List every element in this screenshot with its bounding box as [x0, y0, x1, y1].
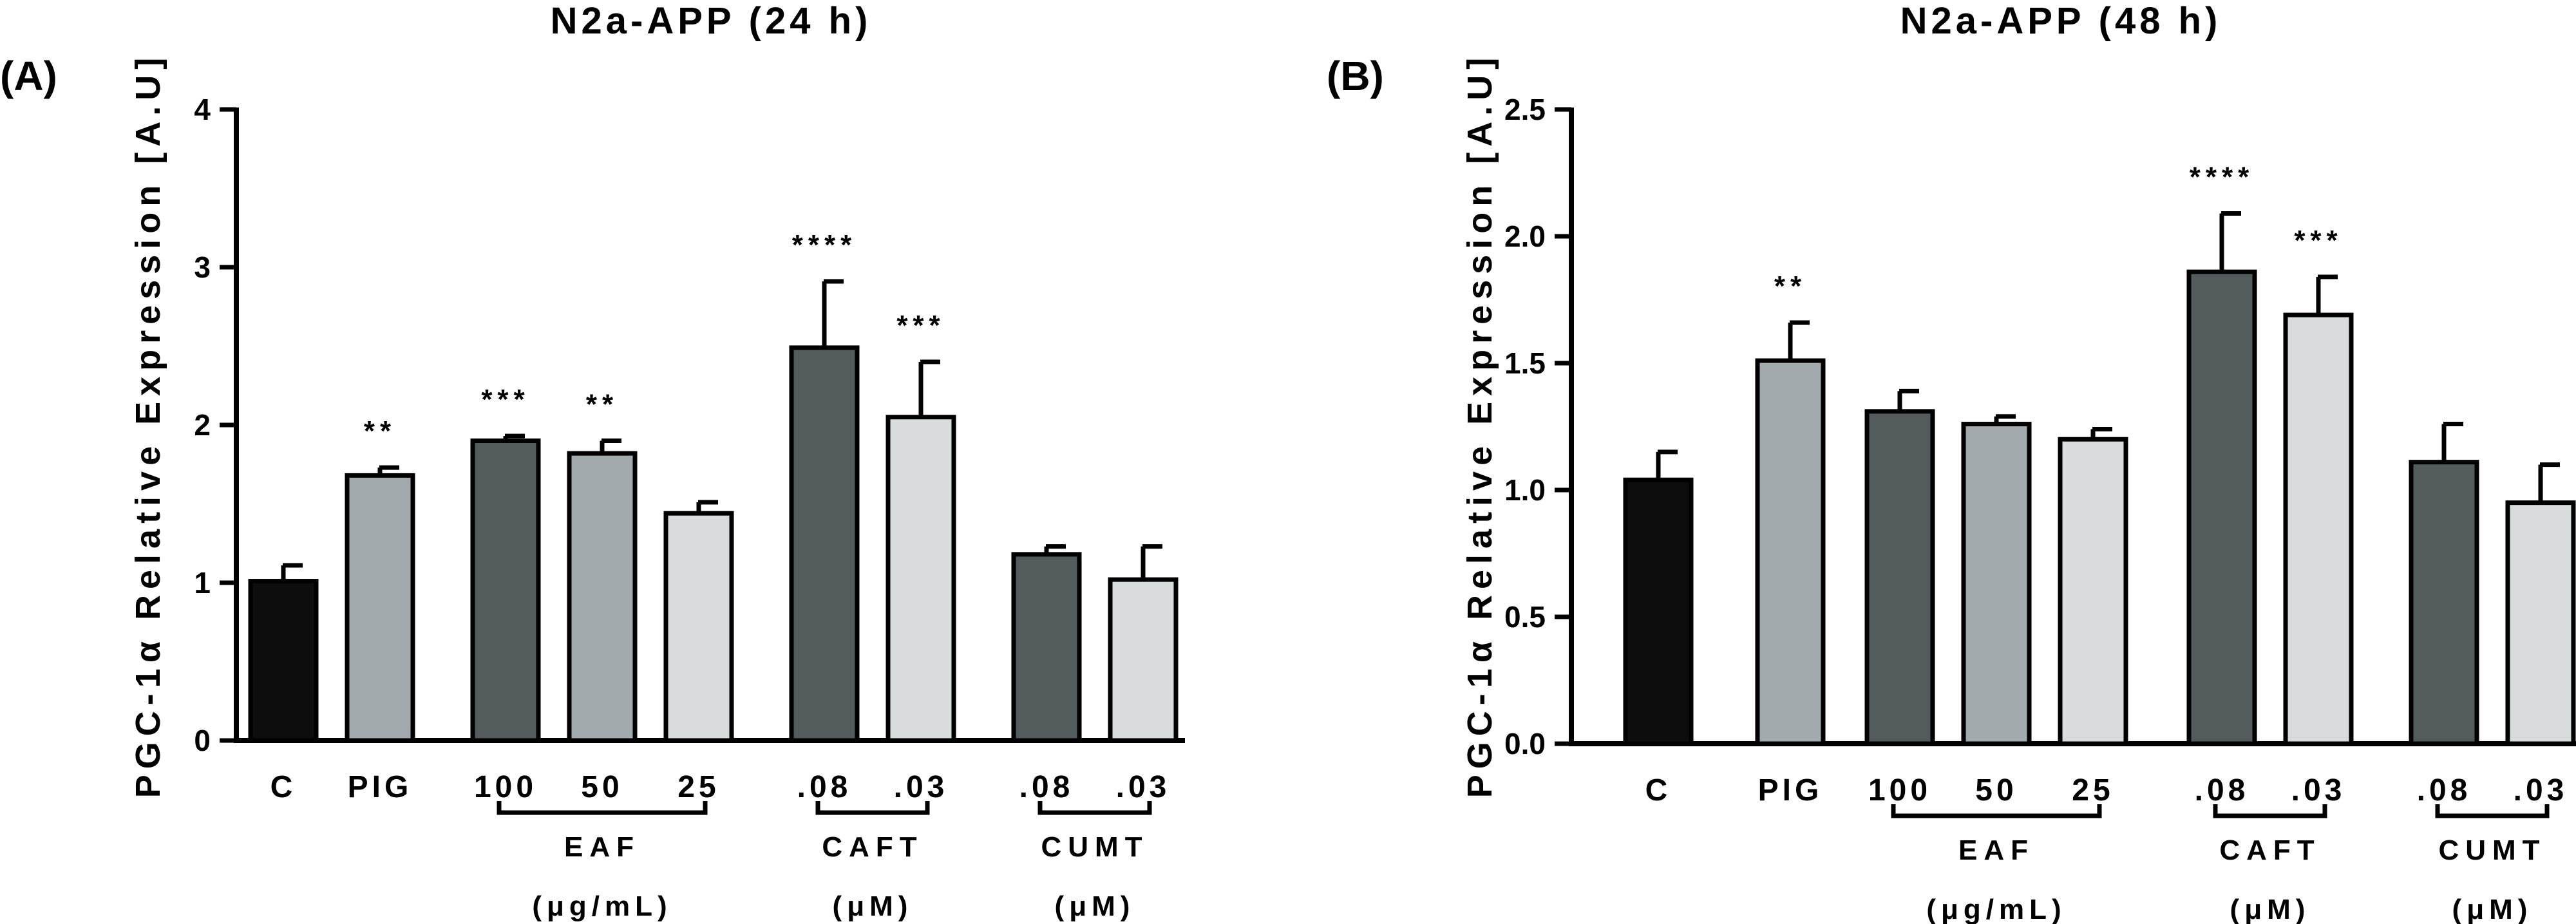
y-axis-label: PGC-1α Relative Expression [A.U] — [1461, 52, 1499, 798]
y-tick-label: 2.5 — [1504, 93, 1546, 126]
significance-label: *** — [481, 384, 529, 415]
group-unit-label: (μg/mL) — [532, 891, 672, 922]
bar — [1755, 358, 1826, 746]
y-tick-label: 2 — [194, 408, 211, 442]
y-axis-label: PGC-1α Relative Expression [A.U] — [129, 52, 167, 798]
bar — [248, 579, 319, 743]
group-unit-label: (μM) — [2452, 894, 2533, 924]
panel-letter: (B) — [1327, 53, 1384, 99]
y-tick-label: 0 — [194, 724, 211, 757]
chart-title: N2a-APP (48 h) — [1900, 0, 2222, 42]
x-tick-label: .08 — [2417, 773, 2472, 807]
group-bracket — [1037, 801, 1152, 815]
group-label: CAFT — [2219, 834, 2320, 866]
y-tick-label: 0.5 — [1504, 600, 1546, 634]
significance-label: ** — [1774, 270, 1806, 302]
group-bracket — [815, 801, 930, 815]
bar — [2283, 312, 2354, 746]
group-label: EAF — [564, 831, 640, 863]
x-tick-label: C — [270, 770, 297, 804]
x-tick-label: PIG — [1758, 773, 1823, 807]
group-bracket — [2213, 804, 2327, 818]
x-tick-label: .03 — [894, 770, 949, 804]
significance-label: **** — [792, 229, 857, 261]
x-tick-label: 25 — [2072, 773, 2114, 807]
plot-area: 0 1 2 3 4 C ** PIG *** 100 ** 50 25 **** .08 *** .03 .08.… — [194, 93, 1185, 922]
group-label: CAFT — [822, 831, 923, 863]
y-tick-label: 0.0 — [1504, 727, 1546, 760]
bar — [345, 473, 415, 743]
group-bracket — [1891, 804, 2102, 818]
bar — [567, 451, 638, 743]
bar — [886, 415, 956, 743]
chart-title: N2a-APP (24 h) — [551, 0, 872, 42]
x-tick-label: .03 — [1116, 770, 1171, 804]
bar — [2505, 500, 2576, 746]
group-label: CUMT — [1041, 831, 1148, 863]
bar — [1108, 577, 1179, 743]
x-tick-label: .03 — [2291, 773, 2346, 807]
x-tick-label: .08 — [1019, 770, 1074, 804]
significance-label: ** — [586, 389, 618, 420]
group-unit-label: (μM) — [2230, 894, 2311, 924]
x-tick-label: PIG — [348, 770, 413, 804]
x-tick-label: 50 — [1975, 773, 2017, 807]
bar — [663, 511, 734, 743]
group-unit-label: (μM) — [833, 891, 913, 922]
bar — [789, 345, 860, 743]
y-tick-label: 3 — [194, 250, 211, 284]
x-tick-label: .03 — [2514, 773, 2568, 807]
group-bracket — [2435, 804, 2550, 818]
panel-letter: (A) — [0, 53, 57, 99]
significance-label: *** — [896, 310, 945, 341]
significance-label: *** — [2294, 225, 2342, 256]
group-label: EAF — [1958, 834, 2034, 866]
y-tick-label: 2.0 — [1504, 220, 1546, 253]
panel-b: (B) N2a-APP (48 h) PGC-1α Relative Expre… — [1327, 0, 2576, 924]
bar — [2186, 269, 2257, 746]
y-tick-label: 4 — [194, 93, 211, 126]
x-tick-label: 50 — [581, 770, 623, 804]
x-tick-label: .08 — [797, 770, 852, 804]
group-bracket — [497, 801, 708, 815]
y-tick-label: 1.5 — [1504, 346, 1546, 380]
y-tick-label: 1.0 — [1504, 473, 1546, 507]
bar — [1623, 477, 1694, 746]
panel-a: (A) N2a-APP (24 h) PGC-1α Relative Expre… — [0, 0, 1185, 922]
y-tick-label: 1 — [194, 566, 211, 599]
x-tick-label: C — [1645, 773, 1672, 807]
group-label: CUMT — [2438, 834, 2546, 866]
significance-label: ** — [364, 415, 396, 447]
group-unit-label: (μM) — [1055, 891, 1135, 922]
bar — [1961, 422, 2032, 746]
group-unit-label: (μg/mL) — [1926, 894, 2066, 924]
x-tick-label: .08 — [2195, 773, 2249, 807]
bar — [470, 438, 541, 743]
x-tick-label: 25 — [677, 770, 719, 804]
x-tick-label: 100 — [1868, 773, 1931, 807]
bar — [1864, 409, 1935, 746]
bar — [2409, 460, 2479, 746]
x-tick-label: 100 — [474, 770, 537, 804]
bar — [2058, 437, 2128, 746]
bar — [1011, 552, 1082, 743]
plot-area: 0.0 0.5 1.0 1.5 2.0 2.5 C ** PIG 100 50 25 **** .08 **… — [1504, 93, 2576, 924]
significance-label: **** — [2190, 162, 2255, 193]
